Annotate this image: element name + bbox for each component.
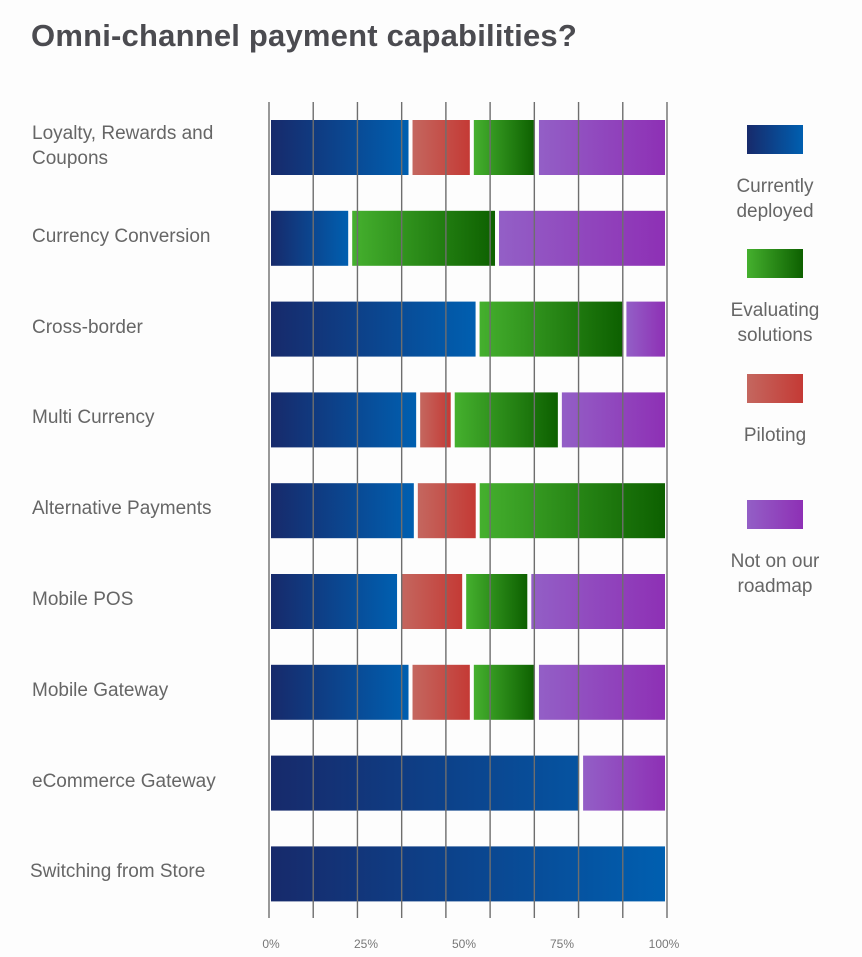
legend-item-not-on-our-roadmap: Not on our roadmap — [715, 500, 835, 599]
category-label: Loyalty, Rewards and Coupons — [32, 122, 214, 169]
bar-multi-currency-evaluating-solutions — [454, 392, 558, 448]
category-label: Mobile POS — [32, 589, 134, 610]
x-tick-label: 0% — [262, 937, 280, 951]
bar-alternative-payments-currently-deployed — [271, 483, 414, 539]
bar-mobile-gateway-currently-deployed — [271, 664, 409, 720]
x-tick-label: 25% — [354, 937, 378, 951]
bar-multi-currency-not-on-our-roadmap — [561, 392, 665, 448]
bar-mobile-gateway-piloting — [412, 664, 470, 720]
legend-swatch — [747, 374, 803, 403]
bar-cross-border-not-on-our-roadmap — [626, 301, 665, 357]
bar-mobile-pos-currently-deployed — [271, 574, 398, 629]
legend-item-piloting: Piloting — [715, 374, 835, 448]
bar-mobile-pos-piloting — [401, 574, 463, 629]
bar-loyalty-rewards-and-coupons-evaluating-solutions — [473, 120, 535, 175]
category-label: eCommerce Gateway — [32, 770, 216, 792]
bar-ecommerce-gateway-not-on-our-roadmap — [583, 755, 665, 811]
legend-label: Not on our roadmap — [730, 551, 820, 597]
bar-cross-border-currently-deployed — [271, 301, 476, 357]
bar-currency-conversion-evaluating-solutions — [352, 210, 496, 266]
bar-loyalty-rewards-and-coupons-not-on-our-roadmap — [538, 120, 665, 175]
bar-mobile-pos-evaluating-solutions — [466, 574, 528, 629]
legend-swatch — [747, 249, 803, 278]
bar-mobile-gateway-not-on-our-roadmap — [538, 664, 665, 720]
legend-item-currently-deployed: Currently deployed — [715, 125, 835, 224]
legend-label: Evaluating solutions — [730, 300, 820, 346]
legend-item-evaluating-solutions: Evaluating solutions — [715, 249, 835, 348]
bar-loyalty-rewards-and-coupons-piloting — [412, 120, 470, 175]
legend-label: Currently deployed — [736, 176, 814, 222]
bar-currency-conversion-not-on-our-roadmap — [499, 210, 665, 266]
category-label: Currency Conversion — [32, 225, 211, 247]
bar-multi-currency-currently-deployed — [271, 392, 417, 448]
x-tick-label: 75% — [550, 937, 574, 951]
bar-alternative-payments-evaluating-solutions — [479, 483, 665, 539]
bar-loyalty-rewards-and-coupons-currently-deployed — [271, 120, 409, 175]
legend-swatch — [747, 125, 803, 154]
x-tick-label: 50% — [452, 937, 476, 951]
bar-ecommerce-gateway-currently-deployed — [271, 755, 580, 811]
bar-currency-conversion-currently-deployed — [271, 210, 349, 266]
bar-alternative-payments-piloting — [417, 483, 476, 539]
category-label: Multi Currency — [32, 407, 155, 429]
category-label: Alternative Payments — [32, 498, 212, 520]
x-tick-label: 100% — [649, 937, 680, 951]
legend-swatch — [747, 500, 803, 529]
bar-cross-border-evaluating-solutions — [479, 301, 623, 357]
category-label: Mobile Gateway — [32, 679, 169, 701]
category-label: Switching from Store — [30, 861, 206, 883]
legend-label: Piloting — [743, 425, 807, 446]
bar-mobile-pos-not-on-our-roadmap — [531, 574, 665, 629]
bar-mobile-gateway-evaluating-solutions — [473, 664, 535, 720]
chart-title: Omni-channel payment capabilities? — [31, 18, 577, 53]
category-label: Cross-border — [32, 316, 143, 338]
bar-switching-from-store-currently-deployed — [271, 846, 665, 902]
